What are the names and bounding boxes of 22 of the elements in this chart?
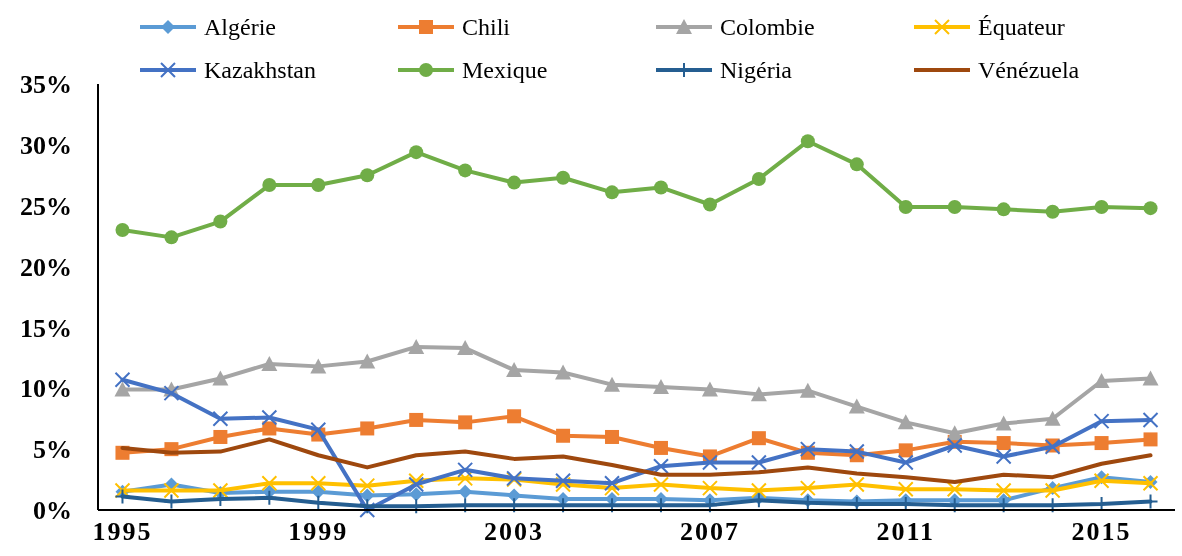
x-tick-label: 1995 <box>92 517 153 546</box>
x-tick-label: 1999 <box>288 517 349 546</box>
legend-label: Vénézuela <box>978 57 1080 84</box>
legend-label: Algérie <box>204 14 276 41</box>
x-tick-label: 2015 <box>1071 517 1132 546</box>
y-tick-label: 10% <box>20 374 72 404</box>
legend-label: Équateur <box>978 14 1065 41</box>
legend-label: Nigéria <box>720 57 793 84</box>
x-tick-label: 2011 <box>876 517 936 546</box>
y-tick-label: 25% <box>20 191 72 221</box>
legend-label: Chili <box>462 14 511 41</box>
y-tick-label: 0% <box>33 496 72 526</box>
y-tick-label: 35% <box>20 70 72 100</box>
x-tick-label: 2003 <box>484 517 545 546</box>
legend-label: Kazakhstan <box>204 57 316 84</box>
y-tick-label: 15% <box>20 313 72 343</box>
y-tick-label: 5% <box>33 435 72 465</box>
y-tick-label: 20% <box>20 252 72 282</box>
legend-label: Colombie <box>720 14 815 41</box>
y-tick-label: 30% <box>20 130 72 160</box>
x-tick-label: 2007 <box>679 517 740 546</box>
legend-label: Mexique <box>462 57 548 84</box>
